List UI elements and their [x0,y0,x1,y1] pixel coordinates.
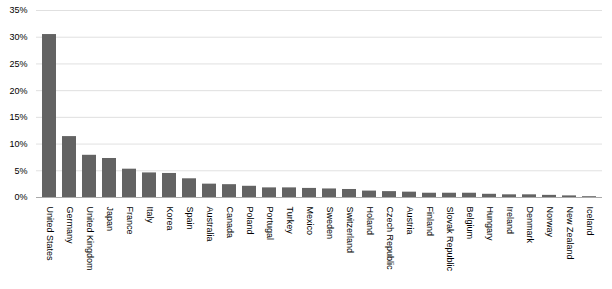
svg-text:Germany: Germany [65,207,75,245]
svg-text:Japan: Japan [105,207,115,232]
svg-text:New Zealand: New Zealand [565,207,575,260]
svg-text:Ireland: Ireland [505,207,515,235]
svg-text:Denmark: Denmark [525,207,535,244]
svg-text:Slovak Republic: Slovak Republic [445,207,455,272]
svg-text:Portugal: Portugal [265,207,275,241]
svg-text:Italy: Italy [145,207,155,224]
svg-text:15%: 15% [9,112,27,122]
svg-text:Czech Republic: Czech Republic [385,207,395,271]
svg-text:Canada: Canada [225,207,235,239]
svg-text:30%: 30% [9,32,27,42]
svg-text:0%: 0% [14,192,27,202]
svg-text:Mexico: Mexico [305,207,315,236]
svg-text:Spain: Spain [185,207,195,230]
svg-text:Sweden: Sweden [325,207,335,240]
svg-text:United Kingdom: United Kingdom [85,207,95,271]
svg-text:Australia: Australia [205,207,215,242]
svg-text:10%: 10% [9,139,27,149]
svg-text:35%: 35% [9,5,27,15]
svg-text:5%: 5% [14,166,27,176]
svg-text:Switzerland: Switzerland [345,207,355,254]
svg-text:Poland: Poland [245,207,255,235]
svg-text:25%: 25% [9,59,27,69]
svg-text:Holand: Holand [365,207,375,236]
svg-text:Norway: Norway [545,207,555,238]
svg-text:Hungary: Hungary [485,207,495,242]
svg-text:France: France [125,207,135,235]
svg-text:United States: United States [45,207,55,262]
svg-text:Austria: Austria [405,207,415,235]
svg-text:20%: 20% [9,86,27,96]
svg-text:Finland: Finland [425,207,435,237]
svg-text:Korea: Korea [165,207,175,231]
svg-text:Turkey: Turkey [285,207,295,235]
svg-text:Iceland: Iceland [585,207,595,236]
svg-text:Belgium: Belgium [465,207,475,240]
